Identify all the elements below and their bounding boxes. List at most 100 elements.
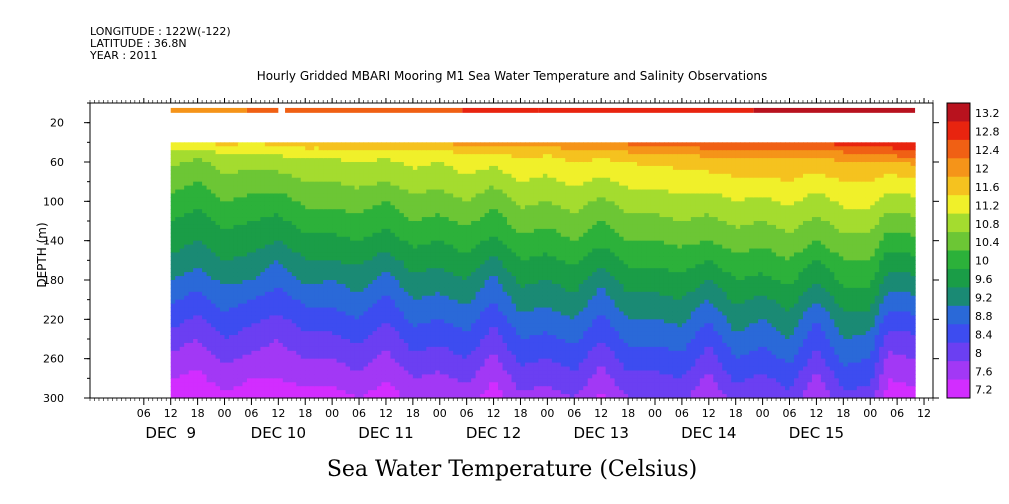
temperature-cell: [269, 299, 275, 305]
temperature-cell: [403, 386, 409, 391]
temperature-cell: [439, 193, 445, 198]
temperature-cell: [345, 378, 351, 383]
temperature-cell: [269, 358, 275, 364]
temperature-cell: [417, 260, 423, 265]
temperature-cell: [372, 382, 378, 387]
temperature-cell: [489, 150, 495, 155]
temperature-cell: [462, 382, 468, 387]
temperature-cell: [179, 162, 185, 167]
temperature-cell: [430, 150, 436, 155]
temperature-cell: [493, 154, 499, 159]
temperature-cell: [314, 287, 320, 293]
temperature-cell: [430, 370, 436, 375]
temperature-cell: [341, 142, 347, 147]
temperature-cell: [202, 366, 208, 372]
temperature-cell: [385, 185, 392, 191]
temperature-cell: [390, 252, 396, 257]
temperature-cell: [233, 390, 239, 395]
temperature-cell: [417, 268, 423, 273]
temperature-cell: [229, 272, 235, 277]
temperature-cell: [246, 244, 253, 250]
temperature-cell: [233, 335, 239, 340]
temperature-cell: [211, 213, 217, 218]
temperature-cell: [466, 213, 472, 218]
temperature-cell: [291, 232, 297, 238]
temperature-cell: [332, 189, 338, 195]
temperature-cell: [224, 224, 230, 230]
temperature-cell: [336, 169, 342, 175]
temperature-cell: [269, 197, 275, 202]
temperature-cell: [403, 244, 409, 250]
temperature-cell: [350, 394, 356, 399]
temperature-cell: [211, 327, 217, 332]
temperature-cell: [233, 327, 239, 332]
temperature-cell: [426, 390, 432, 395]
temperature-cell: [417, 256, 423, 261]
temperature-cell: [242, 303, 248, 309]
temperature-cell: [493, 162, 499, 167]
temperature-cell: [350, 240, 356, 246]
temperature-cell: [385, 339, 392, 344]
temperature-cell: [332, 319, 338, 324]
temperature-cell: [430, 331, 436, 336]
temperature-cell: [327, 181, 333, 187]
temperature-cell: [345, 303, 351, 309]
temperature-cell: [421, 268, 427, 273]
temperature-cell: [211, 287, 217, 293]
temperature-cell: [179, 295, 185, 301]
temperature-cell: [484, 394, 490, 399]
temperature-cell: [502, 315, 508, 320]
temperature-cell: [390, 264, 396, 269]
temperature-cell: [255, 331, 261, 336]
temperature-cell: [255, 268, 261, 273]
temperature-cell: [305, 185, 311, 191]
temperature-cell: [309, 382, 315, 387]
temperature-cell: [439, 146, 445, 151]
temperature-cell: [300, 268, 306, 273]
temperature-cell: [255, 240, 261, 246]
temperature-cell: [462, 276, 468, 281]
temperature-cell: [502, 331, 508, 336]
temperature-cell: [184, 197, 190, 202]
temperature-cell: [255, 276, 261, 281]
temperature-cell: [197, 154, 203, 159]
temperature-cell: [229, 358, 235, 364]
temperature-cell: [354, 350, 360, 356]
temperature-cell: [430, 154, 436, 159]
temperature-cell: [229, 362, 235, 368]
temperature-cell: [215, 390, 221, 395]
temperature-cell: [448, 335, 454, 340]
temperature-cell: [242, 165, 248, 171]
temperature-cell: [229, 390, 235, 395]
temperature-cell: [255, 362, 261, 368]
temperature-cell: [229, 386, 235, 391]
temperature-cell: [435, 209, 441, 214]
temperature-cell: [368, 228, 374, 234]
temperature-cell: [224, 295, 230, 301]
temperature-cell: [457, 177, 463, 183]
temperature-cell: [363, 272, 369, 277]
temperature-cell: [354, 327, 360, 332]
temperature-cell: [220, 287, 226, 293]
temperature-cell: [426, 358, 432, 364]
temperature-cell: [345, 362, 351, 368]
temperature-cell: [412, 346, 418, 352]
temperature-cell: [314, 378, 320, 383]
temperature-cell: [502, 240, 508, 246]
temperature-cell: [444, 280, 450, 285]
temperature-cell: [188, 264, 194, 269]
temperature-cell: [511, 181, 517, 187]
temperature-cell: [426, 319, 432, 324]
temperature-cell: [264, 197, 270, 202]
temperature-cell: [202, 154, 208, 159]
temperature-cell: [345, 394, 351, 399]
temperature-cell: [475, 248, 481, 254]
temperature-cell: [421, 378, 427, 383]
temperature-cell: [471, 256, 477, 261]
temperature-cell: [376, 177, 383, 183]
temperature-cell: [300, 256, 306, 261]
temperature-cell: [341, 146, 347, 151]
temperature-cell: [237, 287, 244, 293]
temperature-cell: [363, 362, 369, 368]
temperature-cell: [368, 295, 374, 301]
